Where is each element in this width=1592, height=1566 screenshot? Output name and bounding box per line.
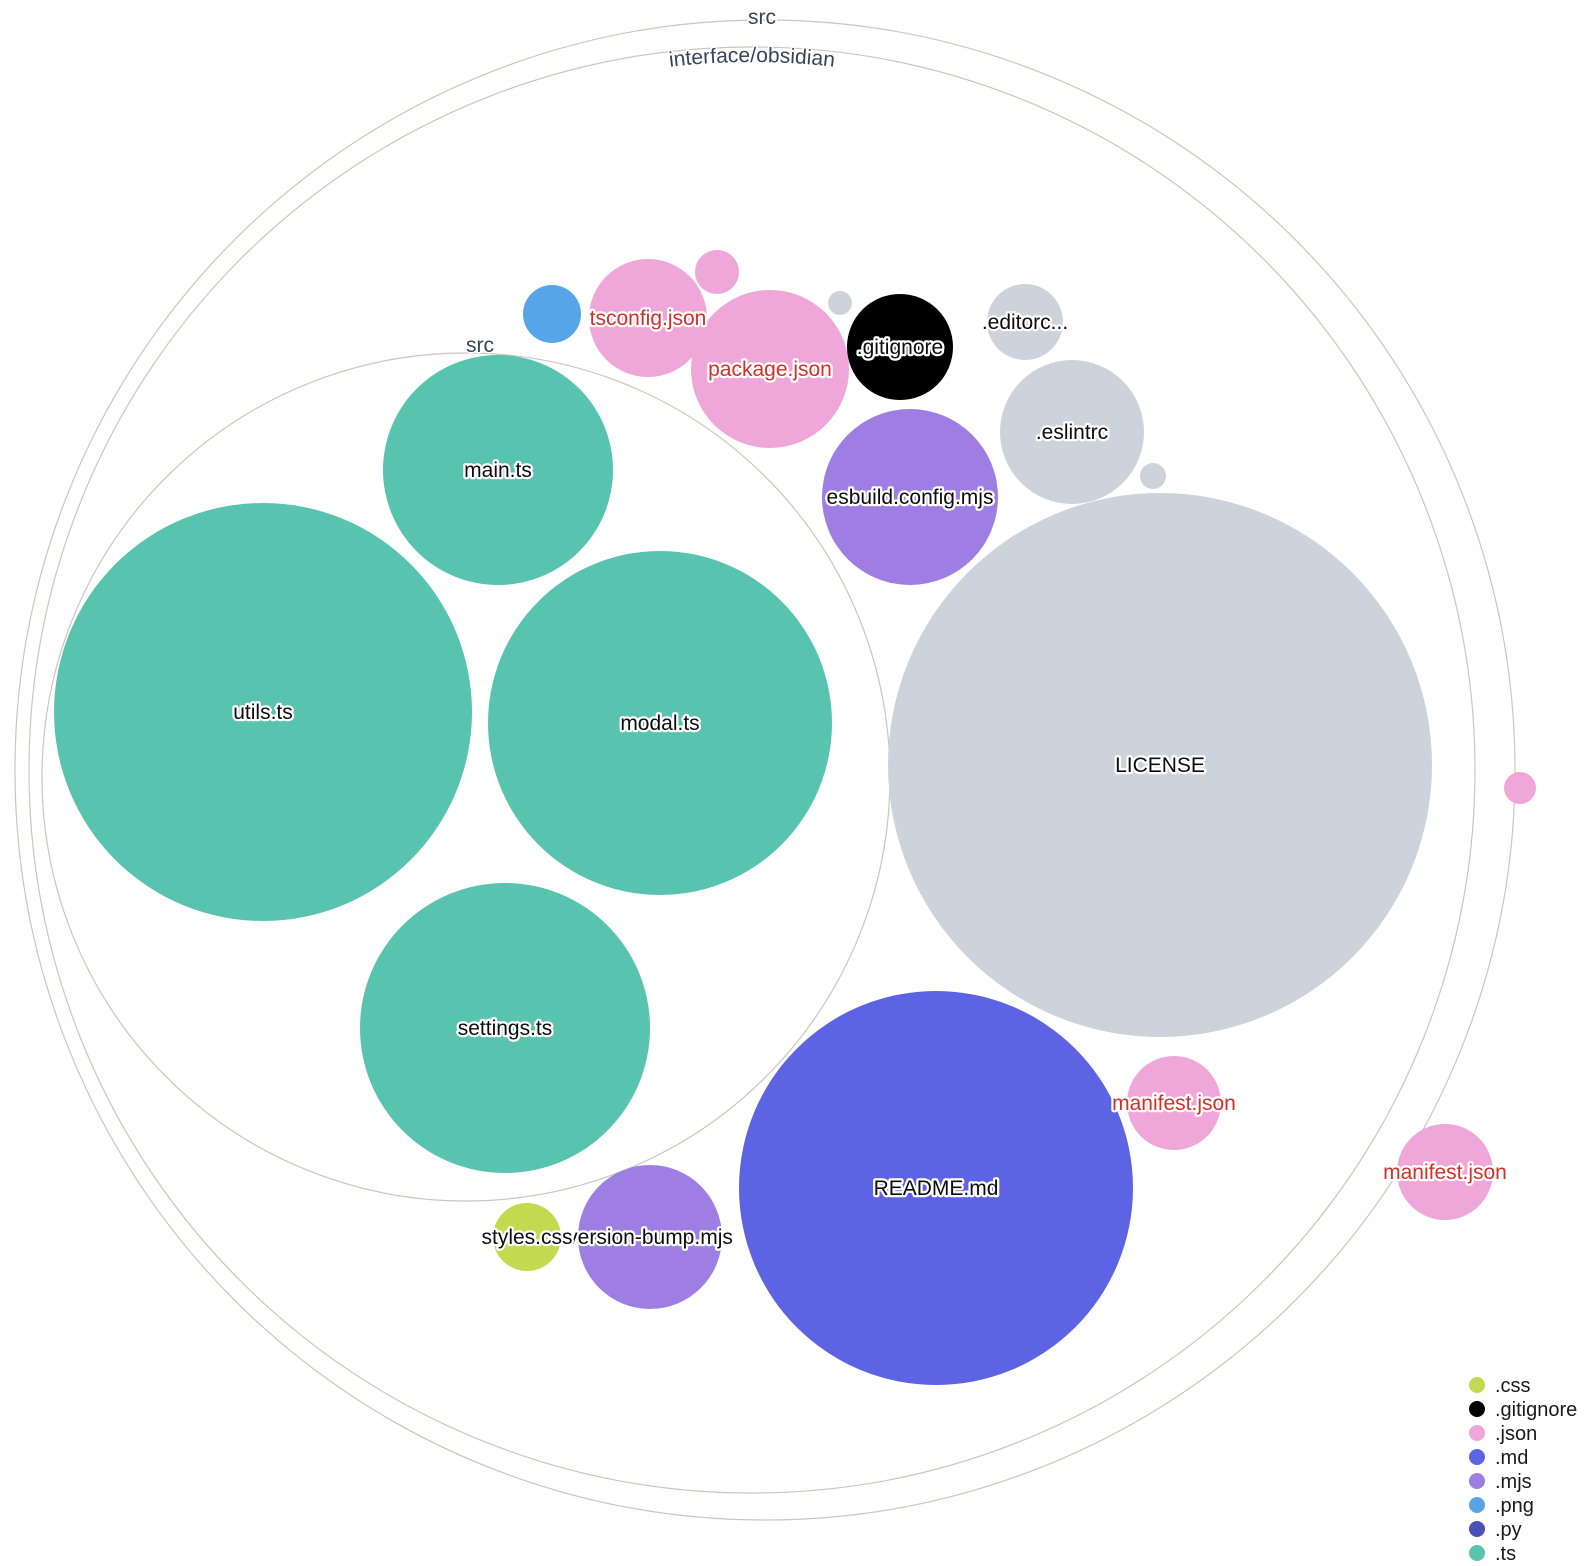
file-manifest-json-label: manifest.json — [1112, 1092, 1236, 1115]
file-main-ts-circle — [383, 355, 613, 585]
file-license-circle — [888, 493, 1432, 1037]
legend-label-md: .md — [1495, 1447, 1528, 1469]
legend-label-py: .py — [1495, 1519, 1522, 1541]
file-readme-md-circle — [739, 991, 1133, 1385]
folder-src-outer-circle — [14, 19, 1516, 1521]
file-eslintrc-label: .eslintrc — [1036, 421, 1108, 444]
folder-src-label: src — [466, 334, 494, 357]
file-license-label: LICENSE — [1115, 754, 1205, 777]
legend-dot-css — [1469, 1377, 1485, 1393]
legend-dot-py — [1469, 1521, 1485, 1537]
folder-src-outer-label: src — [748, 6, 776, 29]
legend-dot-mjs — [1469, 1473, 1485, 1489]
file-tsconfig-json-circle — [589, 259, 707, 377]
legend-label-json: .json — [1495, 1423, 1537, 1445]
file-gray-small-right-circle — [1140, 463, 1166, 489]
file-esbuild-config-mjs-circle — [822, 409, 998, 585]
file-package-json-circle — [691, 290, 849, 448]
folder-interface-obsidian-circle — [28, 46, 1476, 1494]
file-settings-ts-circle — [360, 883, 650, 1173]
legend-label-css: .css — [1495, 1375, 1531, 1397]
legend-dot-json — [1469, 1425, 1485, 1441]
file-modal-ts-circle — [488, 551, 832, 895]
legend-label-ts: .ts — [1495, 1543, 1516, 1565]
legend-label-gitignore: .gitignore — [1495, 1399, 1577, 1421]
file-tsconfig-json-label: tsconfig.json — [590, 307, 707, 330]
labels-layer: src interface/obsidian src main.ts utils.ts m… — [231, 5, 1509, 1252]
file-package-json-label: package.json — [708, 358, 832, 381]
folder-interface-obsidian-label: interface/obsidian — [668, 44, 836, 72]
file-readme-md-label: README.md — [874, 1177, 999, 1200]
file-json-small-right-circle — [1504, 772, 1536, 804]
legend-dot-md — [1469, 1449, 1485, 1465]
file-styles-css-circle — [493, 1203, 561, 1271]
file-version-bump-mjs-circle — [578, 1165, 722, 1309]
file-eslintrc-circle — [1000, 360, 1144, 504]
file-json-small-top-circle — [695, 250, 739, 294]
file-settings-ts-label: settings.ts — [458, 1017, 553, 1040]
file-editorconfig-circle — [987, 284, 1063, 360]
file-gitignore-label: .gitignore — [857, 336, 943, 359]
file-manifest-json-outer-label: manifest.json — [1383, 1161, 1507, 1184]
legend-dot-gitignore — [1469, 1401, 1485, 1417]
file-utils-ts-circle — [54, 503, 472, 921]
file-esbuild-config-mjs-label: esbuild.config.mjs — [827, 486, 994, 509]
file-editorconfig-label: .editorc... — [982, 311, 1068, 334]
file-gray-small-top-circle — [828, 291, 852, 315]
legend-label-mjs: .mjs — [1495, 1471, 1532, 1493]
legend-dot-ts — [1469, 1545, 1485, 1561]
file-png-small-circle — [523, 285, 581, 343]
file-manifest-json-outer-circle — [1397, 1124, 1493, 1220]
file-gitignore-circle — [847, 294, 953, 400]
legend-label-png: .png — [1495, 1495, 1534, 1517]
file-main-ts-label: main.ts — [464, 459, 532, 482]
legend-dot-png — [1469, 1497, 1485, 1513]
file-utils-ts-label: utils.ts — [233, 701, 293, 724]
file-manifest-json-circle — [1127, 1056, 1221, 1150]
legend: .css.gitignore.json.md.mjs.png.py.ts — [1469, 1375, 1577, 1565]
file-version-bump-mjs-label: version-bump.mjs — [567, 1226, 733, 1249]
file-circles-layer — [54, 250, 1536, 1385]
file-styles-css-label: styles.css — [481, 1226, 572, 1249]
file-modal-ts-label: modal.ts — [620, 712, 699, 735]
